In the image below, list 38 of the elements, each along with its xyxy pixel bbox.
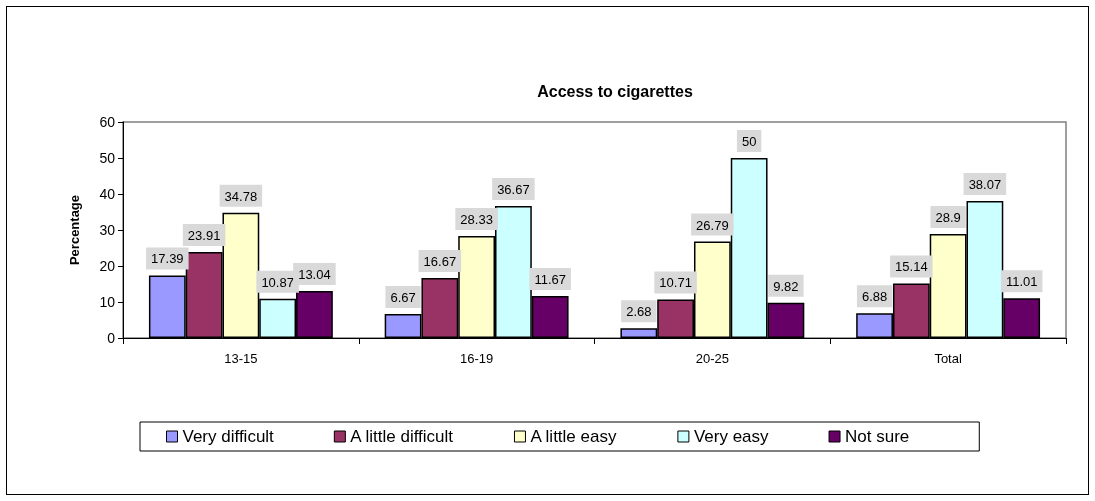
y-tick-label: 20	[99, 258, 116, 274]
data-label: 26.79	[696, 217, 729, 233]
data-label: 6.67	[390, 289, 416, 305]
chart-title: Access to cigarettes	[537, 82, 693, 100]
legend-label: A little easy	[530, 427, 617, 446]
data-label: 9.82	[773, 278, 799, 294]
y-tick-label: 10	[99, 294, 116, 310]
data-label: 11.01	[1005, 274, 1038, 290]
data-label: 15.14	[895, 259, 928, 275]
data-label: 2.68	[626, 304, 652, 320]
data-label: 28.33	[460, 212, 493, 228]
data-label: 38.07	[968, 176, 1002, 192]
data-label: 23.91	[187, 227, 221, 243]
data-label: 34.78	[224, 188, 258, 204]
legend-label: Not sure	[845, 427, 910, 446]
data-label: 13.04	[298, 267, 331, 283]
data-label: 10.71	[659, 275, 692, 291]
y-tick-label: 0	[107, 330, 116, 346]
legend-label: A little difficult	[350, 427, 454, 446]
x-tick-label: Total	[934, 351, 962, 366]
y-tick-label: 50	[99, 150, 116, 166]
data-label: 17.39	[151, 251, 184, 267]
y-axis-title: Percentage	[67, 194, 82, 266]
x-tick-label: 16-19	[460, 351, 494, 366]
data-label: 6.88	[861, 289, 888, 305]
legend-label: Very difficult	[182, 427, 275, 446]
data-label: 10.87	[261, 274, 294, 290]
data-label: 28.9	[935, 209, 961, 225]
legend-label: Very easy	[693, 427, 770, 446]
x-tick-label: 13-15	[224, 351, 258, 366]
data-label: 16.67	[423, 253, 457, 269]
data-label: 36.67	[497, 181, 530, 197]
data-label: 50	[741, 134, 757, 149]
y-tick-label: 60	[99, 114, 116, 130]
x-tick-label: 20-25	[695, 351, 729, 366]
data-label: 11.67	[534, 271, 566, 287]
y-tick-label: 40	[99, 186, 116, 202]
y-tick-label: 30	[99, 222, 116, 238]
